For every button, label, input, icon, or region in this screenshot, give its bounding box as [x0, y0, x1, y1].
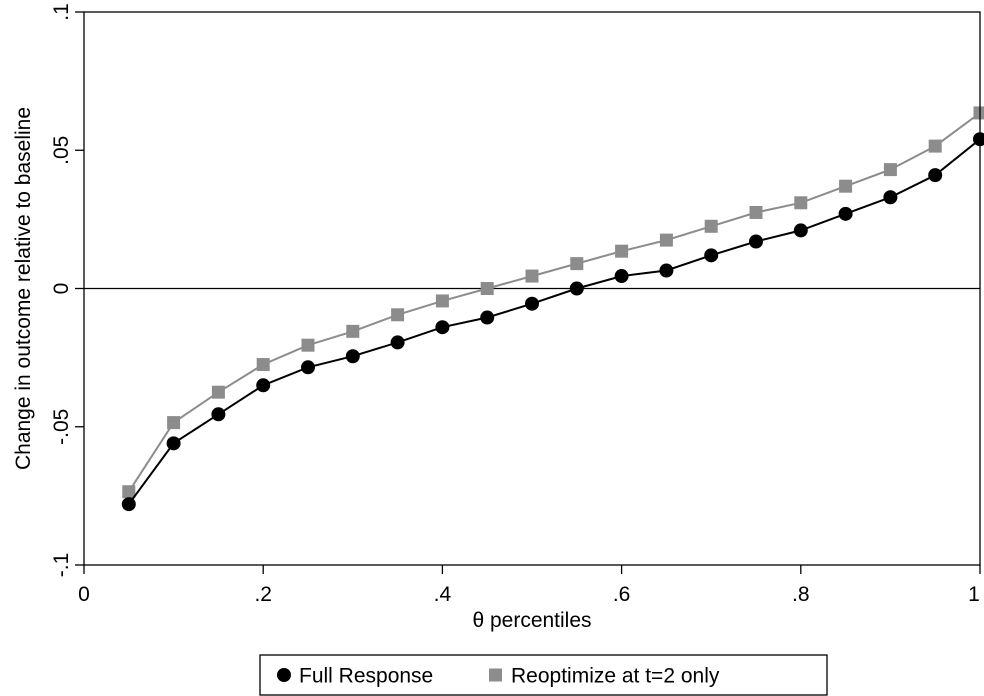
data-point — [839, 179, 853, 193]
data-point — [793, 223, 808, 238]
x-tick-label: .2 — [254, 583, 272, 606]
data-point — [390, 335, 405, 350]
data-point — [166, 436, 181, 451]
legend-label-full-response: Full Response — [299, 665, 433, 688]
data-point — [256, 358, 270, 372]
y-axis-title: Change in outcome relative to baseline — [12, 107, 35, 470]
data-point — [301, 360, 315, 375]
data-point — [973, 132, 984, 147]
legend-marker-reoptimize — [489, 668, 502, 682]
legend-box — [259, 654, 828, 696]
legend: Full Response Reoptimize at t=2 only — [259, 654, 828, 696]
data-point — [615, 244, 629, 258]
data-point — [659, 263, 674, 278]
plot-area — [84, 106, 984, 512]
data-point — [525, 296, 539, 311]
data-point — [122, 485, 136, 499]
x-tick-label: 0 — [78, 583, 90, 606]
data-point — [435, 294, 449, 308]
data-point — [480, 310, 495, 325]
data-point — [569, 281, 584, 296]
data-point — [525, 269, 539, 283]
data-point — [391, 308, 405, 322]
x-tick-label: .4 — [434, 583, 452, 606]
data-point — [883, 163, 897, 177]
data-point — [345, 349, 360, 364]
data-point — [749, 205, 763, 219]
data-point — [211, 407, 226, 422]
data-point — [480, 282, 494, 295]
legend-marker-full-response — [277, 668, 291, 682]
data-point — [704, 248, 719, 263]
x-tick-label: 1 — [968, 583, 980, 606]
series-line — [127, 138, 981, 505]
series-line — [127, 112, 981, 493]
data-point — [704, 219, 718, 233]
data-point — [121, 497, 136, 512]
data-point — [435, 320, 450, 335]
x-axis-title: θ percentiles — [472, 609, 591, 632]
data-point — [794, 196, 808, 210]
axes: 0 .2 .4 .6 .8 1 -.1 -.05 0 .05 .1 — [50, 3, 981, 606]
data-point — [928, 139, 942, 153]
x-tick-label: .8 — [792, 583, 810, 606]
y-tick-label: 0 — [50, 283, 73, 295]
data-point — [928, 168, 943, 183]
y-tick-label: -.05 — [50, 409, 73, 445]
data-point — [570, 257, 584, 271]
y-tick-label: -.1 — [50, 553, 73, 578]
data-point — [838, 206, 853, 221]
data-point — [973, 106, 984, 120]
data-point — [346, 324, 360, 338]
data-point — [211, 385, 225, 399]
data-point — [301, 338, 315, 352]
y-tick-label: .05 — [50, 136, 73, 165]
data-point — [883, 190, 898, 205]
data-point — [749, 234, 763, 249]
data-point — [167, 416, 181, 430]
data-point — [614, 269, 629, 284]
legend-label-reoptimize: Reoptimize at t=2 only — [511, 665, 720, 688]
x-tick-label: .6 — [613, 583, 631, 606]
data-point — [256, 378, 271, 393]
y-tick-label: .1 — [50, 3, 73, 21]
data-point — [659, 233, 673, 247]
